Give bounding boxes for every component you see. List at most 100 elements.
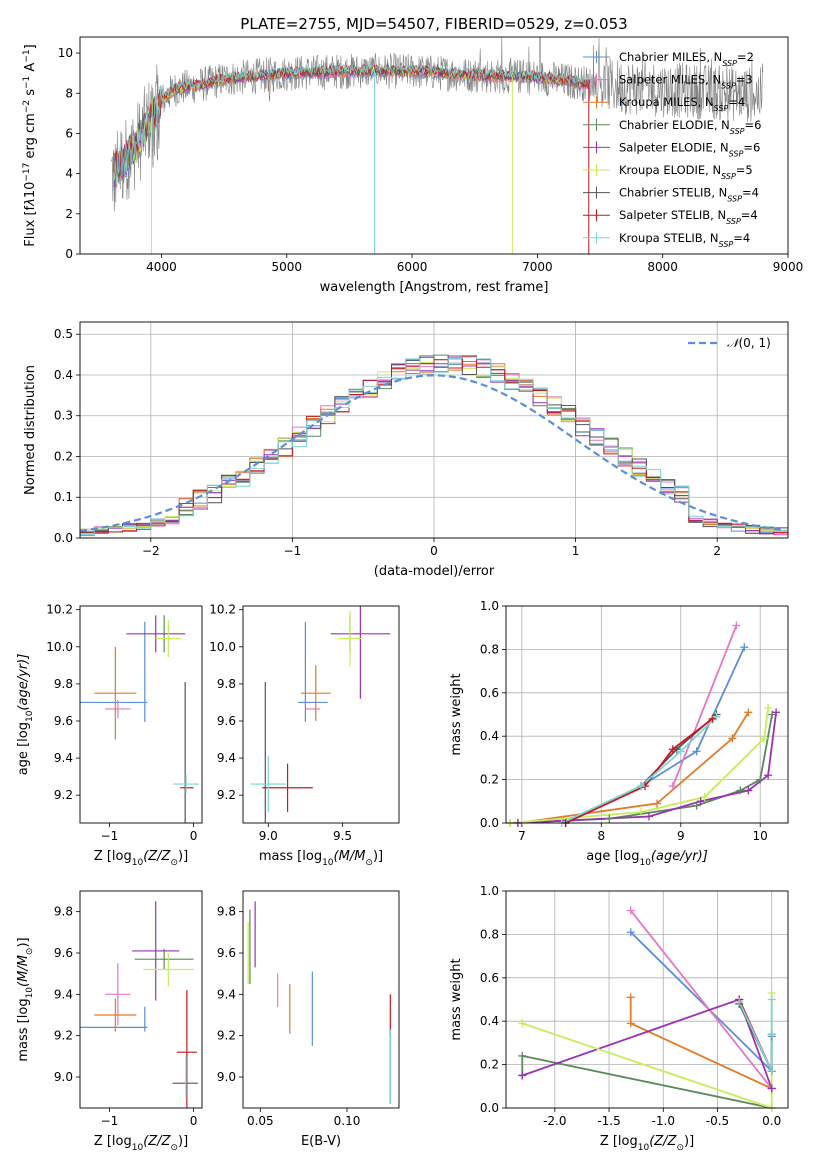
model-spectrum-kroupa-stelib (113, 63, 591, 184)
weight-marker-kroupa-miles (626, 1019, 635, 1028)
age-vs-metallicity-panel: −1 09.29.49.69.810.010.2Z [log10(Z/Z⊙)]ag… (16, 603, 203, 868)
legend-nssp: =4 (742, 186, 759, 200)
normal-reference-curve (80, 374, 786, 532)
label-part: 10 (132, 858, 144, 868)
y-tick-label: 9.4 (54, 987, 73, 1001)
y-tick-label: 9.6 (54, 714, 73, 728)
weight-marker-chabrier-miles (692, 747, 701, 756)
y-tick-label: 6 (65, 126, 73, 140)
y-tick-label: 4 (65, 167, 73, 181)
label-part: mass [log (259, 849, 322, 864)
legend-sub: SSP (719, 239, 734, 248)
y-axis-label: mass weight (449, 958, 464, 1040)
label-part: Z [log (94, 849, 132, 864)
weight-marker-kroupa-stelib (735, 997, 744, 1006)
legend-nssp: =4 (733, 231, 750, 245)
legend-label-kroupa-miles: Kroupa MILES, NSSP=4 (619, 95, 745, 113)
legend-nssp: =4 (728, 95, 745, 109)
figure-title: PLATE=2755, MJD=54507, FIBERID=0529, z=0… (240, 15, 627, 33)
axes-frame (79, 605, 203, 824)
legend-label-kroupa-elodie: Kroupa ELODIE, NSSP=5 (619, 163, 753, 181)
legend-name: Chabrier STELIB, N (619, 186, 727, 200)
weight-marker-kroupa-elodie (700, 792, 709, 801)
label-part: mass [log (16, 998, 31, 1061)
x-tick-label: -2.0 (543, 1114, 566, 1128)
legend-sub: SSP (730, 126, 745, 135)
label-part: 10 (322, 858, 334, 868)
axes-frame (242, 890, 400, 1109)
y-tick-label: 9.2 (54, 788, 73, 802)
axes-frame (505, 890, 789, 1109)
y-tick-label: 9.6 (54, 946, 73, 960)
x-tick-label: -1.0 (652, 1114, 675, 1128)
label-part: )] (684, 1134, 694, 1149)
y-tick-label: 9.6 (217, 946, 236, 960)
y-tick-label: 9.8 (217, 905, 236, 919)
x-axis-label: mass [log10(M/M⊙)] (259, 849, 383, 868)
x-tick-label: −1 (284, 544, 302, 558)
weight-marker-chabrier-elodie (605, 814, 614, 823)
weight-marker-kroupa-miles (744, 708, 753, 717)
label-part: (age/yr)] (651, 849, 708, 864)
legend-label-chabrier-miles: Chabrier MILES, NSSP=2 (619, 50, 754, 68)
axes-frame (79, 890, 203, 1109)
legend-name: Chabrier ELODIE, N (619, 118, 730, 132)
x-axis-label: wavelength [Angstrom, rest frame] (320, 280, 549, 295)
label-part: Z [log (94, 1134, 132, 1149)
label-part: age [log (586, 849, 639, 864)
weight-line-kroupa-elodie (522, 993, 773, 1108)
y-tick-label: 0.2 (480, 1058, 499, 1072)
x-tick-label: 0 (190, 1114, 198, 1128)
weight-marker-salpeter-elodie (764, 771, 773, 780)
y-tick-label: 9.6 (217, 714, 236, 728)
label-part: Z [log (600, 1134, 638, 1149)
legend-nssp: =6 (745, 118, 762, 132)
label-part: )] (16, 937, 31, 947)
label-part: )] (178, 1134, 188, 1149)
weight-marker-chabrier-elodie (518, 1051, 527, 1060)
label-part: ⊙ (170, 858, 178, 868)
label-part: ⊙ (676, 1143, 684, 1153)
y-tick-label: 9.4 (54, 751, 73, 765)
weight-marker-kroupa-stelib (767, 995, 776, 1004)
weight-line-salpeter-miles (629, 909, 773, 1090)
x-axis-label: Z [log10(Z/Z⊙)] (94, 1134, 188, 1153)
label-part: 10 (132, 1143, 144, 1153)
x-tick-label: 4000 (146, 260, 177, 274)
label-part: (Z/Z (649, 1134, 677, 1149)
label-part: ⊙ (170, 1143, 178, 1153)
y-tick-label: 9.0 (217, 1070, 236, 1084)
x-tick-label: -1.5 (597, 1114, 620, 1128)
weight-marker-salpeter-stelib (668, 745, 677, 754)
plot-area (80, 901, 198, 1108)
age-vs-mass-panel: 9.0 9.5 9.2 9.4 9.6 9.8 10.0 10.2 mass [log10(M/… (209, 603, 400, 868)
x-tick-label: −1 (101, 829, 119, 843)
label-part: 10 (639, 858, 651, 868)
y-tick-label: 9.4 (217, 987, 236, 1001)
weight-marker-kroupa-stelib (676, 747, 685, 756)
weight-marker-kroupa-miles (728, 734, 737, 743)
weight-marker-chabrier-elodie (756, 775, 765, 784)
label-part: −1 (22, 76, 32, 89)
x-tick-label: 8000 (647, 260, 678, 274)
label-part: 10 (25, 710, 35, 722)
y-tick-label: 0.2 (54, 449, 73, 463)
y-axis-label: Flux [fλ10−17 erg cm−2 s−1 A−1] (22, 44, 38, 246)
weight-marker-kroupa-elodie (518, 1019, 527, 1028)
y-tick-label: 0.6 (480, 971, 499, 985)
weight-marker-salpeter-elodie (767, 1084, 776, 1093)
legend-name: Salpeter STELIB, N (619, 208, 726, 222)
legend-sub: SSP (722, 59, 737, 68)
y-tick-label: 9.0 (54, 1070, 73, 1084)
histogram-kroupa-stelib (80, 356, 788, 537)
weight-marker-kroupa-miles (626, 993, 635, 1002)
y-tick-label: 9.4 (217, 751, 236, 765)
label-part: −17 (22, 163, 32, 182)
x-tick-label: 5000 (271, 260, 302, 274)
weight-line-kroupa-miles (517, 711, 750, 823)
x-tick-label: 9.0 (259, 829, 278, 843)
weight-marker-kroupa-elodie (637, 808, 646, 817)
label-part: Flux [f (23, 205, 38, 246)
